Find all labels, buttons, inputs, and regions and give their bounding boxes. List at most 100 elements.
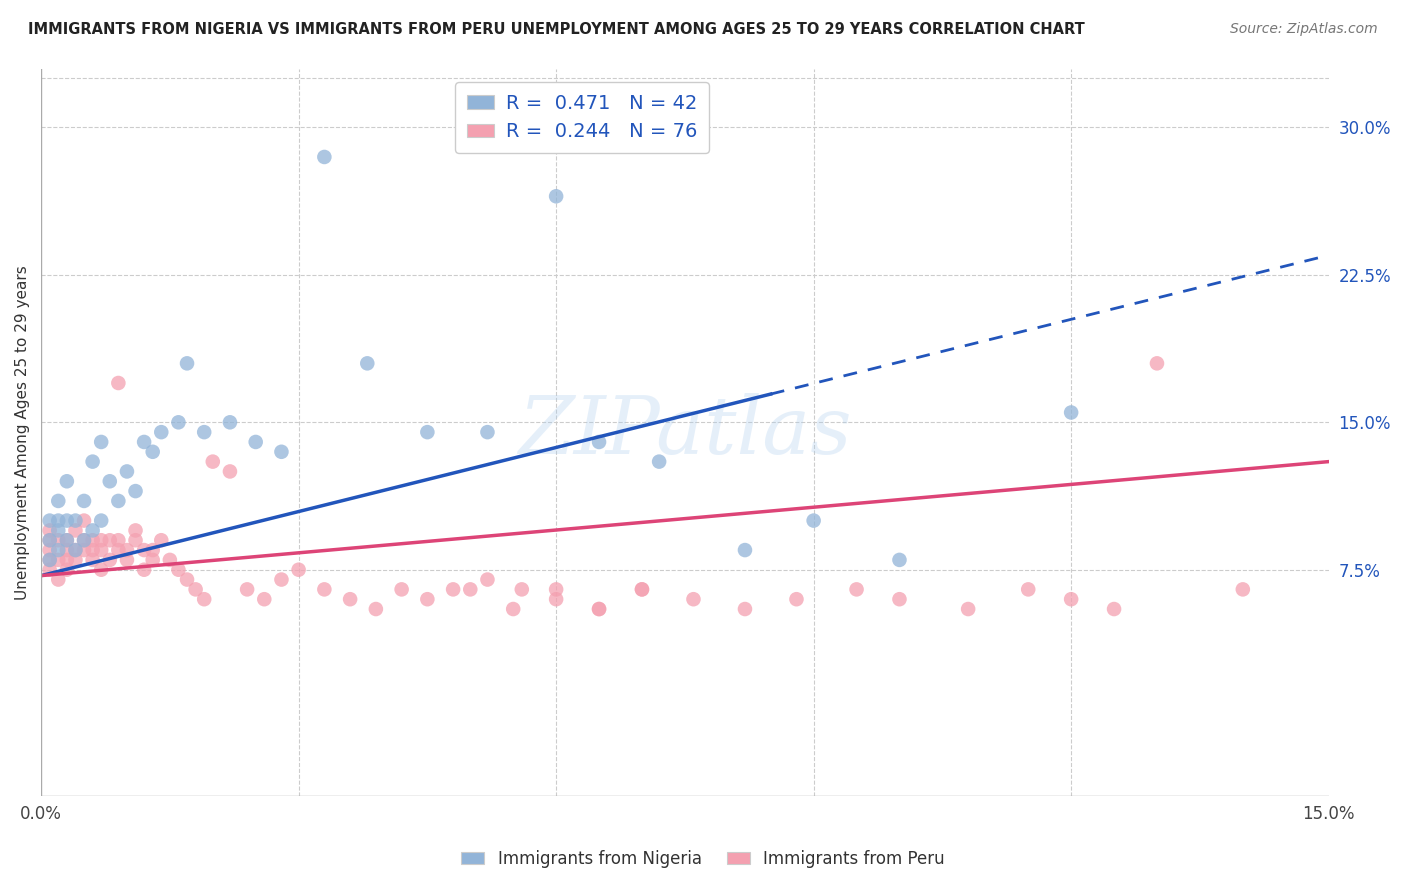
Point <box>193 592 215 607</box>
Point <box>236 582 259 597</box>
Text: IMMIGRANTS FROM NIGERIA VS IMMIGRANTS FROM PERU UNEMPLOYMENT AMONG AGES 25 TO 29: IMMIGRANTS FROM NIGERIA VS IMMIGRANTS FR… <box>28 22 1085 37</box>
Point <box>73 543 96 558</box>
Point <box>339 592 361 607</box>
Point <box>734 543 756 558</box>
Point <box>107 376 129 390</box>
Point <box>588 602 610 616</box>
Point <box>56 553 79 567</box>
Point <box>132 563 155 577</box>
Point <box>107 533 129 548</box>
Point <box>150 533 173 548</box>
Point <box>287 563 309 577</box>
Point <box>785 592 807 607</box>
Point <box>588 434 610 449</box>
Point <box>845 582 868 597</box>
Point <box>219 465 242 479</box>
Legend: R =  0.471   N = 42, R =  0.244   N = 76: R = 0.471 N = 42, R = 0.244 N = 76 <box>456 82 709 153</box>
Point <box>90 543 112 558</box>
Point <box>46 514 69 528</box>
Point <box>546 592 568 607</box>
Point <box>115 465 138 479</box>
Point <box>803 514 825 528</box>
Point <box>56 533 79 548</box>
Point <box>132 543 155 558</box>
Point <box>38 553 60 567</box>
Point <box>510 582 533 597</box>
Point <box>56 475 79 489</box>
Point <box>270 444 292 458</box>
Point <box>46 533 69 548</box>
Point <box>219 415 242 429</box>
Point <box>245 434 267 449</box>
Point <box>314 150 336 164</box>
Point <box>957 602 980 616</box>
Point <box>98 533 121 548</box>
Point <box>631 582 654 597</box>
Point <box>38 563 60 577</box>
Legend: Immigrants from Nigeria, Immigrants from Peru: Immigrants from Nigeria, Immigrants from… <box>454 844 952 875</box>
Point <box>82 524 104 538</box>
Point <box>46 494 69 508</box>
Point <box>142 444 165 458</box>
Point <box>546 582 568 597</box>
Point <box>38 553 60 567</box>
Point <box>82 543 104 558</box>
Point <box>38 524 60 538</box>
Point <box>270 573 292 587</box>
Point <box>124 524 146 538</box>
Point <box>1146 356 1168 370</box>
Point <box>65 543 87 558</box>
Point <box>167 415 190 429</box>
Point <box>90 434 112 449</box>
Point <box>65 524 87 538</box>
Point <box>167 563 190 577</box>
Point <box>477 573 499 587</box>
Point <box>124 484 146 499</box>
Point <box>176 356 198 370</box>
Point <box>56 533 79 548</box>
Point <box>1017 582 1039 597</box>
Point <box>477 425 499 439</box>
Point <box>416 592 439 607</box>
Point <box>356 356 378 370</box>
Point <box>38 533 60 548</box>
Point <box>588 602 610 616</box>
Point <box>889 592 911 607</box>
Point <box>73 533 96 548</box>
Point <box>46 573 69 587</box>
Point <box>142 543 165 558</box>
Point <box>115 543 138 558</box>
Text: Source: ZipAtlas.com: Source: ZipAtlas.com <box>1230 22 1378 37</box>
Point <box>82 553 104 567</box>
Point <box>458 582 481 597</box>
Point <box>98 475 121 489</box>
Point <box>46 543 69 558</box>
Point <box>502 602 524 616</box>
Point <box>65 514 87 528</box>
Point <box>107 543 129 558</box>
Point <box>90 533 112 548</box>
Point <box>546 189 568 203</box>
Point <box>176 573 198 587</box>
Point <box>65 543 87 558</box>
Point <box>115 553 138 567</box>
Point <box>648 455 671 469</box>
Point <box>193 425 215 439</box>
Point <box>1232 582 1254 597</box>
Text: ZIPatlas: ZIPatlas <box>519 393 852 471</box>
Point <box>38 533 60 548</box>
Point <box>73 533 96 548</box>
Point <box>46 553 69 567</box>
Point <box>90 514 112 528</box>
Point <box>682 592 704 607</box>
Point <box>82 455 104 469</box>
Point <box>82 533 104 548</box>
Point <box>253 592 276 607</box>
Point <box>184 582 207 597</box>
Point <box>734 602 756 616</box>
Point <box>56 543 79 558</box>
Point <box>132 434 155 449</box>
Point <box>124 533 146 548</box>
Point <box>73 494 96 508</box>
Point <box>65 553 87 567</box>
